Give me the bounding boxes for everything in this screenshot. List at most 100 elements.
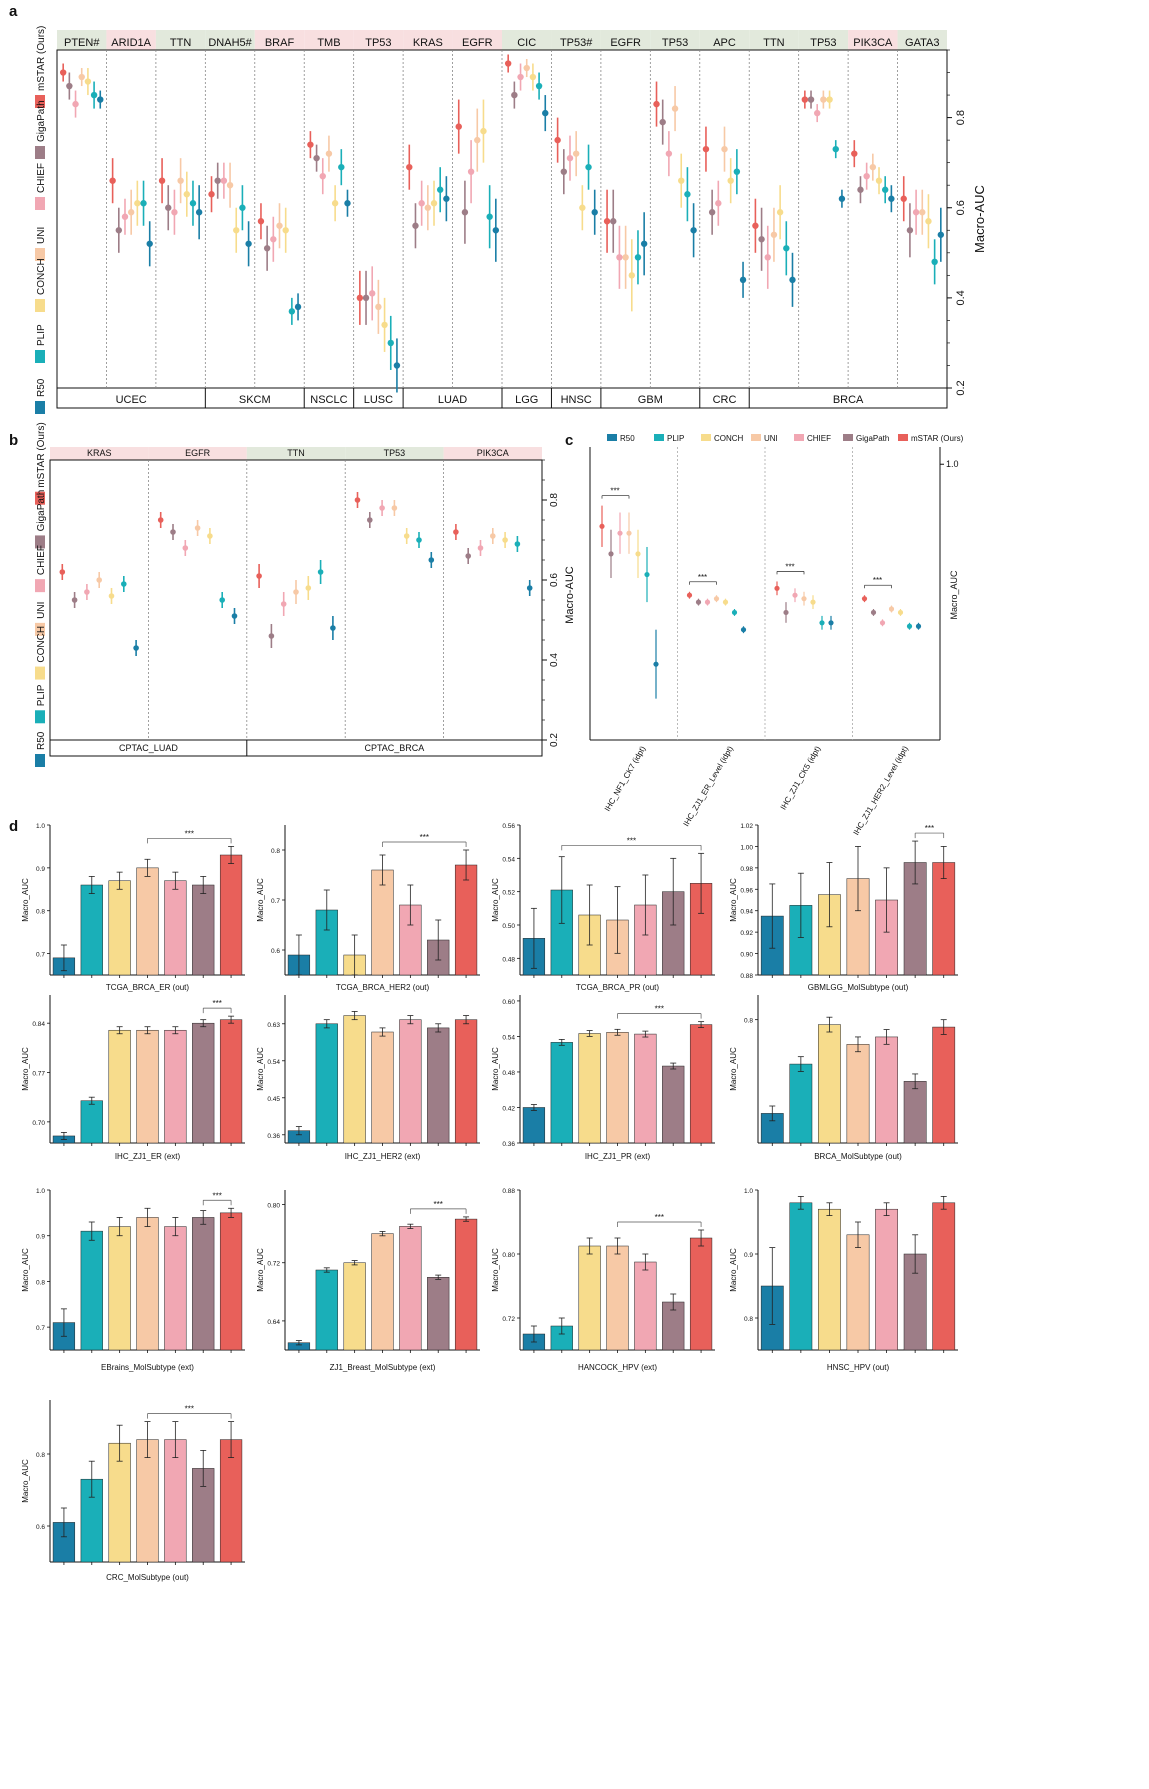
point-PLIP — [634, 254, 642, 261]
point-mSTAR — [504, 60, 512, 67]
bar-subplot: 0.36 0.42 0.48 0.54 0.60 Macro_AUC *** IHC_ZJ1_… — [491, 995, 715, 1161]
bar-GigaPath — [192, 1022, 215, 1144]
y-tick-label: 0.88 — [740, 973, 753, 980]
point-R50 — [428, 557, 435, 563]
bar-UNI — [846, 1044, 870, 1144]
bar-GigaPath — [192, 884, 215, 976]
point-UNI — [424, 204, 432, 211]
point-mSTAR — [157, 517, 164, 523]
legend-label-R50: R50 — [36, 378, 47, 397]
point-CONCH — [628, 272, 635, 279]
task-label: TP53 — [662, 37, 688, 49]
legend-label-UNI: UNI — [36, 602, 47, 619]
point-mSTAR — [109, 177, 116, 184]
point-mSTAR — [554, 136, 561, 144]
group-label: LUSC — [364, 394, 393, 406]
point-GigaPath — [66, 82, 73, 90]
point-CHIEF — [220, 177, 228, 184]
subplot-title: ZJ1_Breast_MolSubtype (ext) — [330, 1363, 436, 1372]
point-CONCH — [381, 321, 388, 329]
point-UNI — [572, 150, 580, 157]
y-tick-label: 0.96 — [740, 887, 753, 894]
bar-GigaPath — [427, 1027, 450, 1144]
y-tick-label: 0.45 — [267, 1096, 280, 1103]
point-PLIP — [239, 204, 246, 211]
point-GigaPath — [870, 609, 877, 616]
point-GigaPath — [461, 209, 469, 216]
point-PLIP — [684, 191, 691, 198]
y-tick-label: 0.8 — [36, 1279, 45, 1286]
point-GigaPath — [170, 529, 176, 535]
bar-mSTAR — [932, 862, 956, 976]
point-mSTAR — [208, 191, 215, 198]
point-CONCH — [502, 537, 508, 543]
legend-swatch-mSTAR — [35, 491, 45, 505]
y-tick-label: 0.77 — [32, 1071, 45, 1078]
point-CHIEF — [467, 168, 475, 175]
point-CONCH — [678, 177, 685, 184]
point-UNI — [919, 209, 926, 216]
bar-subplot: 0.8 Macro_AUC BRCA_MolSubtype (out) — [729, 995, 958, 1161]
sig-label: *** — [873, 576, 882, 585]
y-axis-label: Macro_AUC — [21, 1248, 30, 1292]
point-GigaPath — [115, 227, 123, 234]
subplot-title: GBMLGG_MolSubtype (out) — [808, 983, 909, 992]
y-tick-label: 0.8 — [955, 110, 967, 125]
bar-mSTAR — [689, 1024, 713, 1144]
legend-swatch-GigaPath — [35, 535, 45, 549]
y-tick-label: 0.9 — [36, 1234, 45, 1241]
bar-CONCH — [818, 1024, 841, 1144]
strip-b-3 — [345, 447, 444, 460]
y-tick-label: 0.64 — [267, 1319, 280, 1326]
point-CHIEF — [617, 530, 623, 536]
subplot-title: HNSC_HPV (out) — [827, 1363, 890, 1372]
point-mSTAR — [158, 177, 166, 184]
panel-b-letter: b — [9, 432, 19, 449]
point-CHIEF — [121, 213, 129, 220]
y-tick-label: 0.80 — [267, 1203, 280, 1210]
point-CONCH — [403, 533, 410, 539]
point-R50 — [526, 585, 533, 591]
subplot-title: TCGA_BRCA_PR (out) — [576, 983, 659, 992]
task-label: TP53 — [384, 448, 406, 458]
point-mSTAR — [256, 573, 262, 579]
bar-subplot: 0.48 0.50 0.52 0.54 0.56 Macro_AUC *** TCGA_BRC… — [491, 823, 715, 992]
point-R50 — [97, 96, 104, 103]
y-tick-label: 0.80 — [502, 1252, 515, 1259]
bar-PLIP — [315, 1023, 338, 1144]
bar-mSTAR — [219, 854, 243, 976]
y-axis-label: Macro_AUC — [21, 878, 30, 922]
point-UNI — [713, 596, 720, 602]
point-GigaPath — [560, 168, 568, 175]
sig-label: *** — [212, 999, 221, 1008]
task-label: DNAH5# — [208, 37, 252, 49]
point-CONCH — [108, 593, 115, 599]
point-UNI — [194, 525, 201, 531]
point-CHIEF — [72, 100, 79, 108]
legend-label-PLIP: PLIP — [36, 324, 47, 346]
y-tick-label: 1.0 — [36, 823, 45, 830]
y-axis-label: Macro_AUC — [491, 1047, 500, 1091]
point-PLIP — [783, 245, 790, 252]
subplot-title: TCGA_BRCA_ER (out) — [106, 983, 189, 992]
group-label: BRCA — [833, 394, 864, 406]
point-CONCH — [331, 200, 339, 207]
task-label: KRAS — [413, 37, 443, 49]
point-R50 — [653, 661, 659, 667]
bar-CONCH — [343, 1015, 366, 1144]
point-UNI — [293, 589, 299, 595]
y-axis-label: Macro_AUC — [256, 1047, 265, 1091]
y-tick-label: 0.8 — [744, 1316, 753, 1323]
point-CHIEF — [270, 236, 277, 243]
bar-UNI — [136, 867, 159, 976]
bar-UNI — [136, 1217, 159, 1351]
point-R50 — [640, 240, 648, 247]
point-GigaPath — [465, 553, 472, 559]
point-UNI — [721, 145, 728, 153]
task-label: KRAS — [87, 448, 112, 458]
y-axis-label: Macro_AUC — [729, 1047, 738, 1091]
y-tick-label: 0.72 — [267, 1261, 280, 1268]
point-PLIP — [189, 200, 197, 207]
task-label: GATA3 — [905, 37, 939, 49]
point-CONCH — [233, 227, 240, 234]
